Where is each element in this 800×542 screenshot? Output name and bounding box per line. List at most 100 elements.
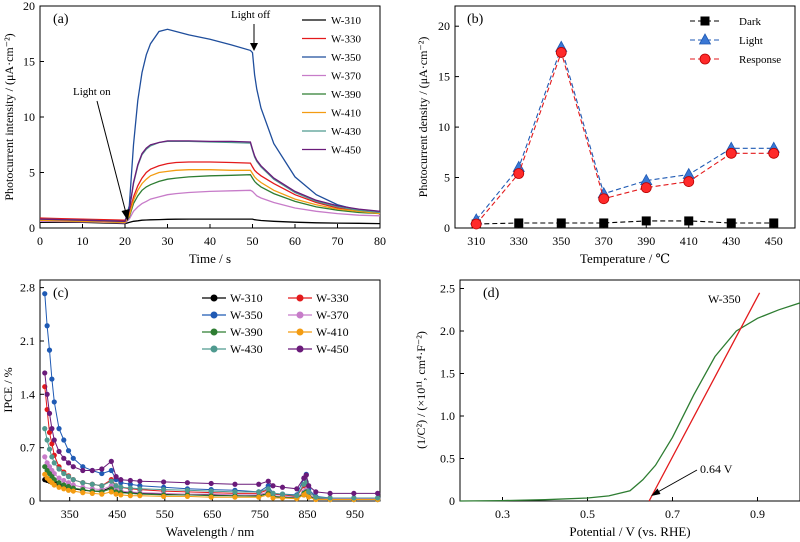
data-point-w-450 [118,477,124,483]
panel-b-plot [470,40,780,230]
series-line-w-370 [39,189,381,224]
data-point-w-370 [56,475,62,481]
panel-b-xtick-label: 450 [765,234,783,248]
data-point-w-350 [99,470,105,477]
panel-b-label: (b) [467,12,484,27]
legend-label-w-310: W-310 [230,291,263,305]
panel-a-plot [39,28,381,225]
panel-d-y-axis-label: (1/C²) / (×10¹¹, cm⁴·F⁻²) [414,331,428,449]
legend-marker-dark [700,16,710,26]
data-point-w-410 [306,494,312,500]
panel-a: 0 10 20 30 40 50 60 70 80 0 5 10 15 20 T… [2,0,386,266]
panel-b-xtick-label: 390 [637,234,655,248]
data-point-w-370 [65,480,72,486]
panel-d-xtick-label: 0.9 [750,507,765,521]
panel-b-x-axis-label: Temperature / ℃ [580,251,670,266]
panel-b-xtick-label: 430 [722,234,740,248]
series-line-light [475,45,774,221]
data-point-dark [726,218,736,228]
panel-c-ytick-label: 0 [29,494,35,508]
legend-marker-w-350 [210,311,218,319]
legend-marker-w-310 [210,294,218,302]
data-point-w-450 [89,467,95,474]
data-point-w-430 [375,495,381,501]
data-point-response [683,176,695,187]
data-point-w-430 [65,474,72,480]
data-point-w-450 [161,479,167,485]
panel-d-label: (d) [483,286,500,301]
panel-b-ytick-label: 15 [438,70,450,84]
data-point-w-450 [256,481,262,487]
data-point-w-410 [80,490,86,496]
data-point-w-450 [99,466,105,472]
panel-c-plot [42,291,381,503]
data-point-w-430 [327,495,333,501]
data-point-w-430 [256,489,262,495]
data-point-w-430 [279,491,286,497]
data-point-w-330 [49,441,55,447]
legend-label-w-430: W-430 [331,126,361,138]
legend-marker-response [699,53,711,65]
panel-c-label: (c) [53,286,69,301]
panel-a-x-axis-label: Time / s [189,251,231,266]
panel-c-ytick-label: 0.7 [20,441,35,455]
intercept-arrow [655,469,698,494]
data-point-w-430 [137,486,143,492]
panel-a-xtick-label: 50 [247,234,259,248]
panel-b-xtick-label: 310 [467,234,485,248]
intercept-arrowhead [651,488,661,496]
legend-label-w-310: W-310 [331,15,361,27]
data-point-w-350 [51,399,57,405]
data-point-w-430 [184,487,191,493]
data-point-w-410 [208,494,214,500]
series-line-response [475,50,774,225]
data-point-w-430 [99,483,105,489]
panel-b-ytick-label: 0 [444,221,450,235]
panel-a-ytick-label: 15 [23,55,35,69]
legend-label-w-370: W-370 [316,308,349,322]
legend-label-w-370: W-370 [331,71,361,83]
data-point-w-450 [65,460,72,466]
data-point-w-410 [42,471,48,477]
panel-a-legend: W-310 W-330 W-350 W-370 W-390 W-410 W-43… [302,15,361,157]
panel-c-ytick-label: 1.4 [20,387,35,401]
data-point-w-370 [44,460,50,466]
panel-a-ticks [39,5,381,229]
data-point-response [640,182,652,194]
data-point-w-450 [327,490,333,496]
data-point-w-450 [113,474,119,480]
light-on-arrow [96,100,128,218]
data-point-w-370 [46,464,53,470]
data-point-w-410 [56,484,62,490]
data-point-w-450 [108,458,114,464]
panel-d-ytick-label: 1.0 [440,409,455,423]
data-point-w-450 [351,490,357,496]
data-point-w-430 [89,481,95,487]
data-point-w-450 [70,464,76,470]
series-line-dark [476,220,774,225]
data-point-w-450 [80,467,86,474]
light-on-label: Light on [73,86,111,98]
panel-b: 310 330 350 370 390 410 430 450 0 5 10 1… [416,5,796,266]
data-point-w-430 [118,484,124,490]
data-point-w-410 [184,493,191,500]
panel-a-xtick-label: 20 [119,234,131,248]
series-line-w-310 [40,218,381,225]
panel-a-ytick-label: 10 [23,110,35,124]
legend-label-w-330: W-330 [316,291,349,305]
data-point-w-350 [46,347,53,353]
panel-b-xtick-label: 350 [552,234,570,248]
legend-marker-w-370 [296,311,304,319]
legend-marker-light [698,33,712,45]
series-line-w-350 [39,28,381,222]
data-point-w-450 [61,455,67,461]
data-point-w-450 [279,484,286,490]
panel-d-xtick-label: 0.7 [665,507,680,521]
legend-label-w-390: W-390 [331,89,361,101]
data-point-w-430 [265,486,271,492]
data-point-w-430 [56,466,62,472]
data-point-w-410 [137,493,143,499]
data-point-w-390 [56,480,62,486]
panel-b-ticks [455,25,775,229]
data-point-w-350 [42,291,48,297]
